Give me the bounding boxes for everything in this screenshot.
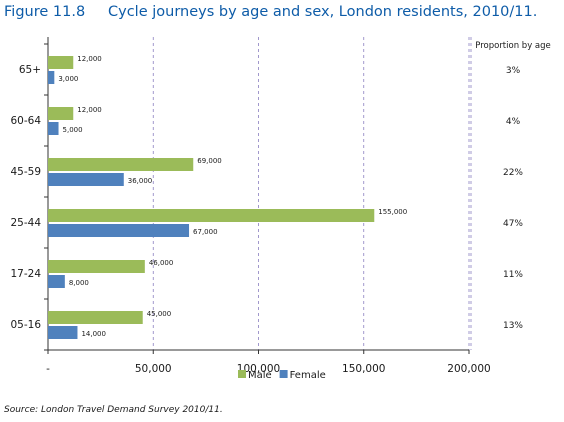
data-label: 155,000 <box>378 208 407 216</box>
bar-male <box>48 56 74 69</box>
figure-title: Cycle journeys by age and sex, London re… <box>108 4 538 20</box>
figure-label: Figure 11.8 <box>4 4 86 20</box>
source-note: Source: London Travel Demand Survey 2010… <box>4 405 223 415</box>
data-label: 12,000 <box>77 55 102 63</box>
data-label: 8,000 <box>69 279 89 287</box>
data-label: 12,000 <box>77 106 102 114</box>
x-tick-label: 50,000 <box>135 363 172 375</box>
bar-female <box>48 326 78 339</box>
bar-male <box>48 311 143 324</box>
bar-male <box>48 158 194 171</box>
x-tick-label: 200,000 <box>447 363 490 375</box>
proportion-value: 22% <box>503 168 523 178</box>
data-label: 3,000 <box>58 75 78 83</box>
bar-female <box>48 122 59 135</box>
x-tick-label: - <box>46 363 50 375</box>
bar-female <box>48 224 190 237</box>
bar-female <box>48 173 124 186</box>
legend-label: Male <box>248 370 272 381</box>
x-tick-label: 100,000 <box>237 363 280 375</box>
legend-swatch <box>279 370 288 378</box>
legend-swatch <box>238 370 246 378</box>
category-label: 25-44 <box>10 217 41 229</box>
data-label: 36,000 <box>128 177 153 185</box>
proportion-value: 3% <box>506 66 521 76</box>
legend-label: Female <box>290 370 326 381</box>
category-label: 05-16 <box>10 319 41 331</box>
x-tick-label: 150,000 <box>342 363 385 375</box>
data-label: 67,000 <box>193 228 218 236</box>
chart-title: Figure 11.8 Cycle journeys by age and sex… <box>4 4 537 20</box>
bar-male <box>48 260 145 273</box>
category-label: 17-24 <box>10 268 41 280</box>
data-label: 5,000 <box>63 126 83 134</box>
bar-female <box>48 71 55 84</box>
bar-female <box>48 275 65 288</box>
category-label: 45-59 <box>10 166 41 178</box>
proportion-header: Proportion by age <box>475 41 551 51</box>
data-label: 45,000 <box>147 310 172 318</box>
category-label: 60-64 <box>10 115 41 127</box>
proportion-value: 11% <box>503 270 523 280</box>
data-label: 14,000 <box>81 330 106 338</box>
proportion-value: 47% <box>503 219 523 229</box>
proportion-value: 13% <box>503 321 523 331</box>
bar-male <box>48 107 74 120</box>
category-label: 65+ <box>19 64 41 76</box>
bar-male <box>48 209 375 222</box>
data-label: 69,000 <box>197 157 222 165</box>
proportion-value: 4% <box>506 117 521 127</box>
data-label: 46,000 <box>149 259 174 267</box>
